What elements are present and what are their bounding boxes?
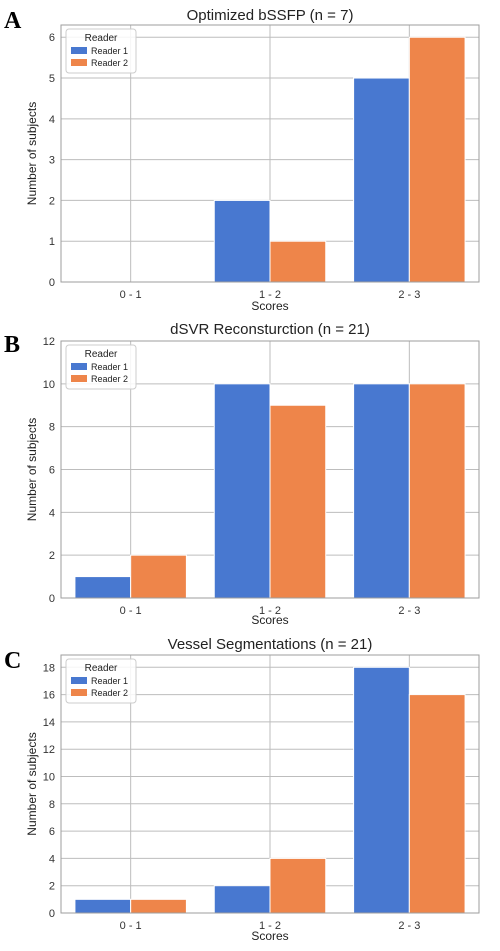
- bar-reader-2: [130, 898, 187, 914]
- legend-entry: Reader 1: [91, 46, 128, 56]
- bar-reader-2: [269, 857, 327, 914]
- bar-reader-1: [353, 383, 410, 599]
- x-tick-label: 0 - 1: [120, 289, 142, 301]
- bar-reader-2: [130, 554, 187, 599]
- legend-entry: Reader 2: [91, 374, 128, 384]
- bar-reader-1: [74, 898, 132, 914]
- chart-title: Vessel Segmentations (n = 21): [168, 636, 373, 653]
- bar-reader-2: [408, 383, 466, 599]
- y-tick-label: 6: [49, 465, 55, 477]
- x-tick-label: 2 - 3: [398, 289, 420, 301]
- legend-swatch-reader-2: [71, 59, 87, 66]
- panel-letter: B: [4, 332, 20, 358]
- bar-reader-2: [408, 694, 466, 914]
- x-tick-label: 1 - 2: [259, 289, 281, 301]
- bar-reader-1: [213, 383, 271, 599]
- legend-title: Reader: [85, 33, 118, 44]
- y-tick-label: 3: [49, 155, 55, 167]
- y-tick-label: 14: [43, 717, 55, 729]
- x-tick-label: 0 - 1: [120, 605, 142, 617]
- bar-reader-1: [353, 666, 410, 914]
- y-tick-label: 10: [43, 379, 55, 391]
- y-tick-label: 18: [43, 662, 55, 674]
- y-tick-label: 0: [49, 277, 55, 289]
- panel-letter: C: [4, 648, 21, 674]
- y-tick-label: 0: [49, 908, 55, 920]
- bar-reader-1: [353, 77, 410, 283]
- legend-swatch-reader-2: [71, 375, 87, 382]
- y-tick-label: 16: [43, 690, 55, 702]
- legend-swatch-reader-1: [71, 47, 87, 54]
- legend-entry: Reader 2: [91, 688, 128, 698]
- y-axis-label: Number of subjects: [25, 418, 39, 521]
- y-tick-label: 6: [49, 826, 55, 838]
- chart-title: dSVR Reconsturction (n = 21): [170, 321, 370, 338]
- y-tick-label: 1: [49, 236, 55, 248]
- plot-frame: [60, 654, 480, 914]
- legend-swatch-reader-1: [71, 363, 87, 370]
- y-tick-label: 4: [49, 507, 55, 519]
- x-axis-label: Scores: [251, 929, 288, 943]
- legend-swatch-reader-1: [71, 677, 87, 684]
- y-tick-label: 2: [49, 195, 55, 207]
- x-tick-label: 2 - 3: [398, 605, 420, 617]
- x-tick-label: 1 - 2: [259, 920, 281, 932]
- y-tick-label: 12: [43, 744, 55, 756]
- x-axis-label: Scores: [251, 613, 288, 627]
- legend-title: Reader: [85, 349, 118, 360]
- bar-reader-1: [213, 199, 271, 283]
- y-tick-label: 8: [49, 422, 55, 434]
- bar-reader-1: [213, 885, 271, 914]
- y-tick-label: 4: [49, 114, 55, 126]
- legend-entry: Reader 1: [91, 362, 128, 372]
- y-tick-label: 0: [49, 593, 55, 605]
- y-tick-label: 2: [49, 881, 55, 893]
- legend-swatch-reader-2: [71, 689, 87, 696]
- y-tick-label: 6: [49, 32, 55, 44]
- bar-reader-2: [408, 36, 466, 283]
- y-tick-label: 5: [49, 73, 55, 85]
- bar-reader-1: [74, 576, 132, 599]
- x-tick-label: 1 - 2: [259, 605, 281, 617]
- plot-frame: [60, 24, 480, 283]
- x-tick-label: 2 - 3: [398, 920, 420, 932]
- legend-entry: Reader 1: [91, 676, 128, 686]
- panel-letter: A: [4, 8, 22, 34]
- y-axis-label: Number of subjects: [25, 102, 39, 205]
- y-tick-label: 2: [49, 550, 55, 562]
- y-tick-label: 4: [49, 853, 55, 865]
- y-axis-label: Number of subjects: [25, 732, 39, 835]
- x-tick-label: 0 - 1: [120, 920, 142, 932]
- y-tick-label: 8: [49, 799, 55, 811]
- bar-reader-2: [269, 404, 327, 599]
- y-tick-label: 10: [43, 771, 55, 783]
- chart-title: Optimized bSSFP (n = 7): [187, 7, 354, 24]
- plot-frame: [60, 340, 480, 599]
- legend-entry: Reader 2: [91, 58, 128, 68]
- x-axis-label: Scores: [251, 299, 288, 313]
- legend-title: Reader: [85, 663, 118, 674]
- y-tick-label: 12: [43, 336, 55, 348]
- bar-reader-2: [269, 240, 327, 283]
